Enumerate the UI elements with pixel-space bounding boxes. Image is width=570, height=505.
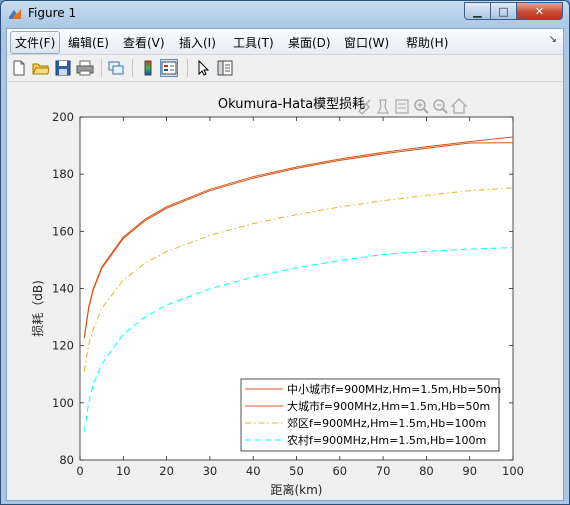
zoom-out-icon [433, 99, 448, 114]
data-lines [83, 136, 514, 432]
colorbar-icon[interactable] [139, 59, 157, 77]
toolbar-separator [101, 59, 102, 77]
figure-canvas: 0 10 20 30 40 50 60 70 80 90 100 80 100 120 140 160 180 2… [7, 82, 563, 500]
pointer-icon[interactable] [194, 59, 212, 77]
home-icon [450, 98, 468, 114]
maximize-icon: □ [498, 4, 509, 18]
y-tick-label: 140 [52, 282, 74, 296]
toolbar-separator [132, 59, 133, 77]
property-editor-icon[interactable] [216, 59, 234, 77]
menu-help[interactable]: 帮助(H) [406, 36, 449, 50]
series-line-1 [83, 136, 514, 338]
x-tick-label: 100 [502, 464, 524, 478]
menu-overflow-icon[interactable]: ↘ [548, 34, 557, 45]
legend[interactable]: 中小城市f=900MHz,Hm=1.5m,Hb=50m 大城市f=900MHz,H… [240, 378, 501, 452]
legend-entry: 大城市f=900MHz,Hm=1.5m,Hb=50m [287, 399, 490, 413]
plot-svg: 0 10 20 30 40 50 60 70 80 90 100 80 100 120 140 160 180 2… [31, 97, 524, 497]
series-line-4 [83, 247, 514, 432]
menu-view[interactable]: 查看(V) [123, 36, 165, 50]
y-tick-label: 200 [52, 110, 74, 124]
y-tick-label: 160 [52, 224, 74, 238]
x-tick-label: 90 [462, 464, 477, 478]
chart-title: Okumura-Hata模型损耗 [218, 97, 365, 112]
menu-desktop[interactable]: 桌面(D) [288, 36, 331, 50]
brush-icon [358, 99, 371, 115]
x-tick-label: 60 [332, 464, 347, 478]
y-axis-label: 损耗（dB) [31, 280, 45, 337]
client-area: 文件(F) 编辑(E) 查看(V) 插入(I) 工具(T) 桌面(D) 窗口(W… [6, 28, 564, 501]
new-figure-icon[interactable] [10, 59, 28, 77]
legend-entry: 中小城市f=900MHz,Hm=1.5m,Hb=50m [287, 382, 501, 396]
matlab-icon [9, 9, 21, 19]
x-tick-label: 70 [376, 464, 391, 478]
x-tick-label: 40 [246, 464, 261, 478]
minimize-button[interactable]: ▁ [464, 2, 491, 20]
window-title: Figure 1 [28, 6, 77, 20]
x-tick-label: 80 [419, 464, 434, 478]
axes-toolbar [358, 98, 468, 115]
close-button[interactable]: ✕ [516, 2, 563, 20]
x-tick-label: 0 [76, 464, 83, 478]
title-bar[interactable]: Figure 1 ▁ □ ✕ [1, 1, 569, 27]
data-cursor-icon [377, 99, 389, 114]
legend-insert-icon [395, 99, 409, 114]
menu-tools[interactable]: 工具(T) [233, 36, 274, 50]
series-line-2 [83, 142, 514, 339]
menu-window[interactable]: 窗口(W) [344, 36, 390, 50]
open-file-icon[interactable] [32, 59, 50, 77]
menu-file[interactable]: 文件(F) [10, 31, 61, 54]
series-line-3 [83, 187, 514, 372]
y-tick-label: 80 [59, 453, 74, 467]
menu-insert[interactable]: 插入(I) [179, 36, 216, 50]
x-tick-label: 10 [116, 464, 131, 478]
print-icon[interactable] [76, 59, 94, 77]
legend-entry: 农村f=900MHz,Hm=1.5m,Hb=100m [287, 433, 486, 447]
maximize-button[interactable]: □ [490, 2, 517, 20]
x-tick-label: 50 [289, 464, 304, 478]
zoom-in-icon [414, 99, 429, 114]
x-axis-label: 距离(km) [270, 482, 322, 497]
legend-toggle-button[interactable] [160, 59, 178, 77]
x-tick-label: 30 [203, 464, 218, 478]
axis-ticks: 0 10 20 30 40 50 60 70 80 90 100 80 100 120 140 160 180 2… [52, 110, 524, 478]
y-tick-label: 100 [52, 396, 74, 410]
link-plot-icon[interactable] [107, 59, 125, 77]
y-tick-label: 180 [52, 167, 74, 181]
close-icon: ✕ [534, 4, 545, 18]
menu-edit[interactable]: 编辑(E) [68, 36, 109, 50]
legend-entry: 郊区f=900MHz,Hm=1.5m,Hb=100m [287, 417, 486, 430]
y-tick-label: 120 [52, 339, 74, 353]
minimize-icon: ▁ [473, 4, 482, 18]
toolbar-separator [187, 59, 188, 77]
x-tick-label: 20 [159, 464, 174, 478]
figure-toolbar [7, 55, 563, 82]
save-icon[interactable] [54, 59, 72, 77]
legend-icon [161, 61, 177, 75]
legend-box [240, 378, 500, 452]
menu-bar: 文件(F) 编辑(E) 查看(V) 插入(I) 工具(T) 桌面(D) 窗口(W… [7, 29, 563, 55]
